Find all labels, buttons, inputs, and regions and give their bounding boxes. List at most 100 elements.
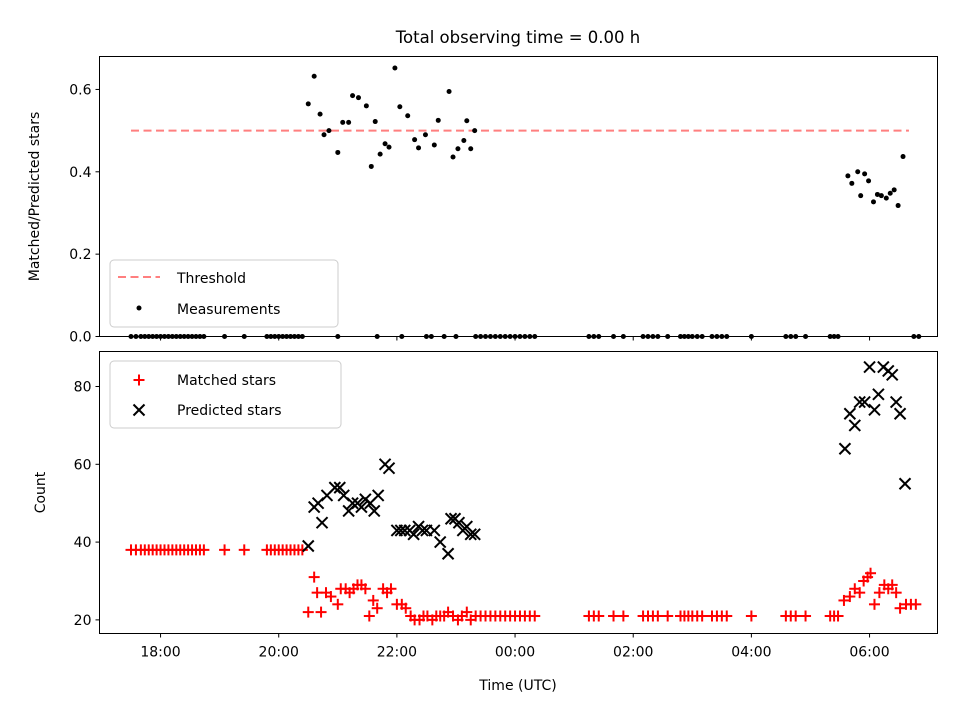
legend-measurement-swatch bbox=[136, 305, 142, 311]
legend-predicted-swatch bbox=[132, 403, 146, 417]
predicted-star-point bbox=[346, 496, 359, 510]
y-tick-label: 0.2 bbox=[69, 247, 91, 263]
matched-star-point bbox=[894, 602, 906, 614]
predicted-star-point bbox=[315, 516, 329, 529]
predicted-star-point bbox=[452, 516, 466, 529]
matched-star-point bbox=[198, 544, 210, 556]
top-y-axis: 0.0 0.2 0.4 0.6 bbox=[69, 82, 100, 346]
matched-star-point bbox=[844, 591, 856, 603]
y-tick-label: 80 bbox=[74, 380, 92, 396]
x-tick-label: 00:00 bbox=[495, 645, 535, 661]
x-tick-label: 18:00 bbox=[140, 645, 180, 661]
x-tick-label: 02:00 bbox=[613, 645, 653, 661]
matched-star-point bbox=[890, 587, 902, 599]
measurement-point bbox=[435, 117, 441, 123]
measurement-point bbox=[326, 128, 332, 134]
measurement-point bbox=[472, 128, 478, 134]
bottom-legend-box bbox=[109, 360, 342, 429]
matched-star-point bbox=[832, 610, 844, 622]
bottom-y-axis-label: Count bbox=[33, 471, 49, 513]
predicted-star-point bbox=[441, 547, 455, 560]
top-plot-frame bbox=[99, 56, 938, 337]
measurement-point bbox=[317, 111, 323, 117]
x-tick-label: 20:00 bbox=[259, 645, 299, 661]
bottom-plot-frame bbox=[99, 351, 938, 634]
matched-star-point bbox=[371, 602, 383, 614]
measurement-point bbox=[878, 193, 884, 199]
matched-star-point bbox=[302, 606, 314, 618]
predicted-star-point bbox=[333, 481, 346, 494]
predicted-star-point bbox=[858, 395, 871, 409]
matched-stars-points bbox=[125, 544, 922, 626]
predicted-star-point bbox=[398, 524, 411, 537]
predicted-star-point bbox=[885, 368, 899, 382]
measurement-point bbox=[412, 137, 418, 143]
measurement-point bbox=[422, 132, 428, 138]
measurement-point bbox=[335, 149, 341, 155]
matched-star-point bbox=[790, 610, 802, 622]
measurement-point bbox=[845, 173, 851, 179]
y-tick-label: 60 bbox=[74, 457, 92, 473]
legend-threshold-label: Threshold bbox=[176, 271, 246, 287]
matched-star-point bbox=[745, 610, 757, 622]
matched-star-point bbox=[461, 606, 473, 618]
predicted-star-point bbox=[434, 535, 447, 549]
matched-star-point bbox=[325, 591, 337, 603]
predicted-star-point bbox=[382, 461, 396, 475]
predicted-stars-points bbox=[302, 360, 912, 560]
measurement-point bbox=[405, 113, 411, 119]
measurement-point bbox=[870, 199, 876, 205]
measurement-point bbox=[386, 144, 392, 150]
measurement-point bbox=[891, 187, 897, 193]
matched-star-point bbox=[385, 583, 397, 595]
matched-star-point bbox=[359, 583, 371, 595]
measurement-point bbox=[862, 171, 868, 177]
chart-title: Total observing time = 0.00 h bbox=[395, 28, 640, 47]
count-panel: 20 40 60 80 18:00 20:00 22:00 00:00 02:00 04:00 0… bbox=[33, 351, 938, 694]
predicted-star-point bbox=[407, 528, 420, 541]
x-tick-label: 04:00 bbox=[731, 645, 771, 661]
top-legend: Threshold Measurements bbox=[109, 259, 339, 328]
matched-star-point bbox=[367, 594, 379, 606]
measurement-point bbox=[397, 104, 403, 110]
bottom-y-axis: 20 40 60 80 bbox=[74, 380, 100, 629]
matched-star-point bbox=[886, 579, 898, 591]
measurement-point bbox=[363, 103, 369, 109]
measurement-point bbox=[382, 141, 388, 147]
matched-star-point bbox=[593, 610, 605, 622]
predicted-star-point bbox=[464, 528, 477, 541]
predicted-star-point bbox=[848, 419, 861, 432]
matched-star-point bbox=[332, 598, 344, 610]
measurement-point bbox=[392, 65, 398, 71]
matched-star-point bbox=[308, 571, 320, 583]
matched-star-point bbox=[296, 544, 308, 556]
matched-star-point bbox=[238, 544, 250, 556]
matched-star-point bbox=[910, 598, 922, 610]
matched-star-point bbox=[529, 610, 541, 622]
measurement-point bbox=[416, 145, 422, 151]
measurement-point bbox=[311, 73, 317, 79]
measurement-point bbox=[346, 119, 352, 125]
x-tick-label: 06:00 bbox=[849, 645, 889, 661]
predicted-star-point bbox=[302, 539, 315, 553]
y-tick-label: 0.4 bbox=[69, 165, 91, 181]
matched-star-point bbox=[315, 606, 327, 618]
measurement-point bbox=[431, 142, 437, 148]
matched-star-point bbox=[800, 610, 812, 622]
measurement-point bbox=[321, 132, 327, 138]
predicted-star-point bbox=[838, 442, 852, 455]
y-tick-label: 0.0 bbox=[69, 330, 91, 346]
matched-star-point bbox=[721, 610, 733, 622]
predicted-star-point bbox=[863, 360, 876, 374]
matched-star-point bbox=[873, 587, 885, 599]
predicted-star-point bbox=[428, 524, 441, 537]
measurement-point bbox=[468, 146, 474, 152]
measurement-point bbox=[874, 191, 880, 197]
predicted-star-point bbox=[898, 477, 912, 490]
measurement-point bbox=[866, 178, 872, 184]
predicted-star-point bbox=[868, 403, 881, 417]
y-tick-label: 0.6 bbox=[69, 82, 91, 98]
measurement-point bbox=[883, 195, 889, 201]
measurement-point bbox=[340, 119, 346, 125]
